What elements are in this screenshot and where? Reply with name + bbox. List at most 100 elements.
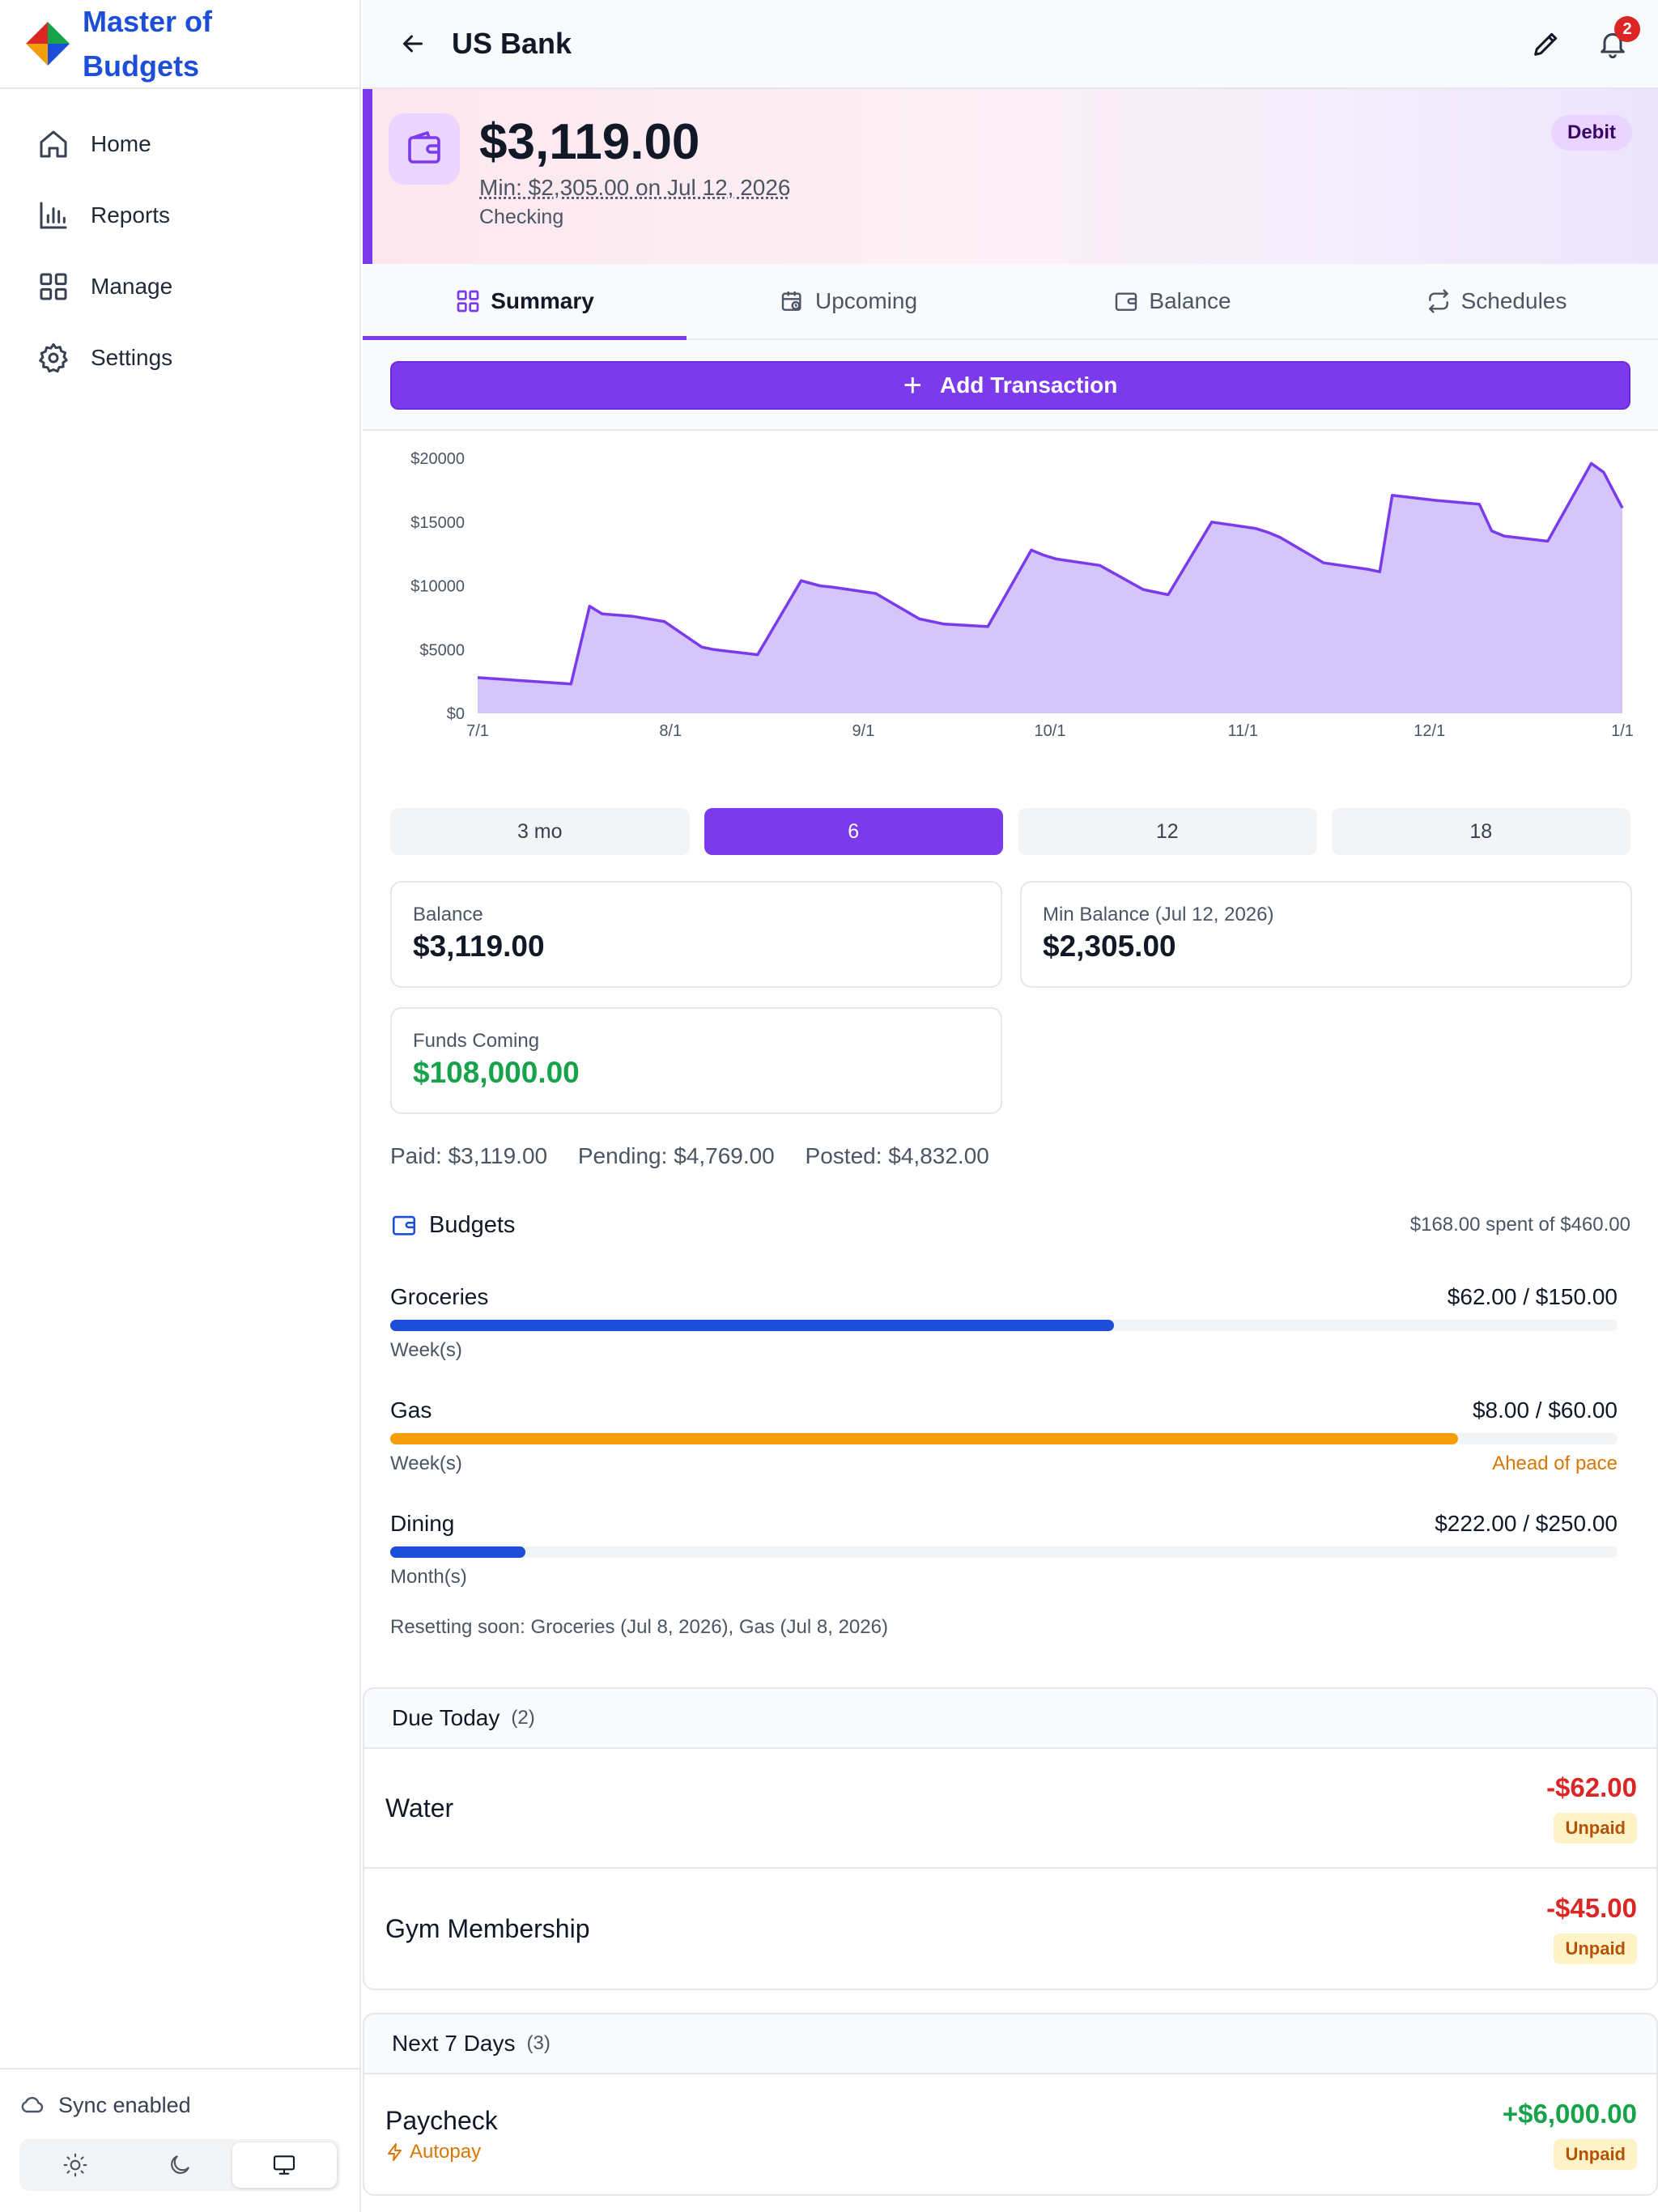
budget-amount: $8.00 / $60.00 bbox=[1472, 1397, 1618, 1423]
account-kind-badge: Debit bbox=[1551, 115, 1632, 151]
x-tick-label: 11/1 bbox=[1228, 722, 1258, 740]
sidebar: Master of Budgets Home Reports Manage Se… bbox=[0, 0, 361, 2212]
pending-total: Pending: $4,769.00 bbox=[577, 1143, 775, 1168]
tab-label: Upcoming bbox=[814, 288, 918, 313]
tab-upcoming[interactable]: Upcoming bbox=[687, 264, 1010, 338]
budget-amount: $222.00 / $250.00 bbox=[1435, 1511, 1618, 1536]
budget-item-gas[interactable]: Gas $8.00 / $60.00 Week(s) Ahead of pace bbox=[390, 1397, 1618, 1475]
grid-icon bbox=[457, 290, 479, 313]
due-today-header[interactable]: Due Today (2) bbox=[364, 1689, 1656, 1749]
home-icon bbox=[40, 130, 67, 158]
sidebar-item-reports[interactable]: Reports bbox=[0, 180, 359, 251]
app-logo-icon bbox=[26, 22, 70, 66]
back-arrow-icon[interactable] bbox=[398, 29, 427, 58]
edit-button[interactable] bbox=[1530, 28, 1562, 60]
series-line bbox=[477, 462, 1624, 686]
range-6-button[interactable]: 6 bbox=[704, 808, 1003, 855]
budget-progress-fill bbox=[390, 1433, 1458, 1444]
brand[interactable]: Master of Budgets bbox=[0, 0, 359, 89]
bar-chart-icon bbox=[40, 202, 67, 229]
budget-item-dining[interactable]: Dining $222.00 / $250.00 Month(s) bbox=[390, 1511, 1618, 1589]
account-summary-header: $3,119.00 Min: $2,305.00 on Jul 12, 2026… bbox=[363, 89, 1658, 264]
transaction-amount: +$6,000.00 bbox=[1502, 2099, 1637, 2129]
x-tick-label: 10/1 bbox=[1035, 722, 1066, 740]
gear-icon bbox=[39, 342, 68, 373]
range-3mo-button[interactable]: 3 mo bbox=[390, 808, 690, 855]
cloud-icon bbox=[21, 2096, 44, 2113]
transaction-row-gym-membership[interactable]: Gym Membership -$45.00 Unpaid bbox=[364, 1869, 1656, 1989]
budget-pace-note: Ahead of pace bbox=[1492, 1453, 1618, 1474]
range-12-button[interactable]: 12 bbox=[1018, 808, 1317, 855]
x-tick-label: 8/1 bbox=[659, 722, 682, 740]
tab-label: Balance bbox=[1149, 288, 1231, 313]
y-tick-label: $20000 bbox=[410, 450, 465, 468]
main-content: US Bank 2 $3,119.00 Min: $2,305.00 on Ju… bbox=[363, 0, 1658, 2212]
sidebar-item-label: Home bbox=[91, 131, 151, 156]
transaction-name: Water bbox=[385, 1793, 454, 1823]
transaction-row-water[interactable]: Water -$62.00 Unpaid bbox=[364, 1749, 1656, 1869]
monitor-icon bbox=[274, 2155, 295, 2175]
app-name: Master of Budgets bbox=[83, 5, 213, 83]
tab-schedules[interactable]: Schedules bbox=[1334, 264, 1658, 338]
funds-coming-value: $108,000.00 bbox=[413, 1056, 580, 1089]
grid-icon bbox=[40, 273, 67, 300]
budget-progress-fill bbox=[390, 1320, 1115, 1331]
tab-summary[interactable]: Summary bbox=[363, 264, 687, 340]
range-18-button[interactable]: 18 bbox=[1331, 808, 1630, 855]
repeat-icon bbox=[1428, 289, 1448, 313]
lightning-icon bbox=[388, 2142, 402, 2161]
theme-dark-button[interactable] bbox=[127, 2142, 232, 2188]
sidebar-item-home[interactable]: Home bbox=[0, 108, 359, 180]
y-tick-label: $5000 bbox=[419, 641, 465, 659]
budget-progress-track bbox=[390, 1433, 1618, 1444]
min-balance-card-value: $2,305.00 bbox=[1043, 929, 1176, 963]
budget-name: Groceries bbox=[390, 1284, 489, 1309]
budget-name: Gas bbox=[390, 1397, 432, 1423]
budget-name: Dining bbox=[390, 1511, 455, 1536]
group-title: Next 7 Days bbox=[392, 2031, 516, 2056]
y-tick-label: $0 bbox=[447, 705, 465, 723]
budgets-title: Budgets bbox=[429, 1211, 516, 1238]
due-today-group: Due Today (2) Water -$62.00 Unpaid Gym M… bbox=[363, 1687, 1658, 1990]
theme-toggle bbox=[19, 2139, 340, 2191]
budget-period: Month(s) bbox=[390, 1566, 467, 1588]
wallet-icon bbox=[408, 131, 440, 164]
notification-count-badge: 2 bbox=[1614, 16, 1640, 42]
theme-system-button[interactable] bbox=[232, 2142, 337, 2188]
budget-item-groceries[interactable]: Groceries $62.00 / $150.00 Week(s) bbox=[390, 1284, 1618, 1362]
group-count: (2) bbox=[511, 1707, 535, 1729]
y-tick-label: $15000 bbox=[410, 514, 465, 532]
transaction-amount: -$45.00 bbox=[1546, 1893, 1637, 1923]
account-balance: $3,119.00 bbox=[479, 114, 700, 170]
paid-total: Paid: $3,119.00 bbox=[390, 1143, 548, 1168]
page-title: US Bank bbox=[452, 27, 572, 60]
sidebar-item-manage[interactable]: Manage bbox=[0, 251, 359, 322]
sync-status: Sync enabled bbox=[19, 2092, 340, 2118]
budgets-spent-summary: $168.00 spent of $460.00 bbox=[1409, 1214, 1630, 1236]
funds-coming-card: Funds Coming $108,000.00 bbox=[390, 1007, 1002, 1114]
sidebar-item-label: Manage bbox=[91, 274, 173, 299]
transaction-row-paycheck[interactable]: Paycheck Autopay +$6,000.00 Unpaid bbox=[364, 2074, 1656, 2194]
add-transaction-label: Add Transaction bbox=[939, 372, 1118, 398]
sidebar-item-settings[interactable]: Settings bbox=[0, 322, 359, 393]
notifications-button[interactable]: 2 bbox=[1596, 16, 1640, 60]
min-balance-card: Min Balance (Jul 12, 2026) $2,305.00 bbox=[1020, 881, 1632, 988]
budget-progress-fill bbox=[390, 1546, 525, 1558]
budget-period: Week(s) bbox=[390, 1339, 462, 1361]
x-tick-label: 9/1 bbox=[852, 722, 875, 740]
add-transaction-button[interactable]: + Add Transaction bbox=[390, 361, 1630, 410]
account-min-balance[interactable]: Min: $2,305.00 on Jul 12, 2026 bbox=[479, 175, 791, 200]
tab-balance[interactable]: Balance bbox=[1010, 264, 1334, 338]
calendar-clock-icon bbox=[781, 291, 801, 311]
status-badge: Unpaid bbox=[1554, 1933, 1637, 1964]
x-tick-label: 12/1 bbox=[1414, 722, 1445, 740]
tab-label: Summary bbox=[491, 288, 594, 313]
theme-light-button[interactable] bbox=[23, 2142, 127, 2188]
sidebar-footer: Sync enabled bbox=[0, 2068, 359, 2212]
account-balance-block: $3,119.00 Min: $2,305.00 on Jul 12, 2026… bbox=[479, 113, 791, 264]
sync-label: Sync enabled bbox=[58, 2092, 191, 2117]
budget-progress-track bbox=[390, 1320, 1618, 1331]
add-transaction-bar: + Add Transaction bbox=[363, 340, 1658, 431]
next-7-days-header[interactable]: Next 7 Days (3) bbox=[364, 2014, 1656, 2074]
y-tick-label: $10000 bbox=[410, 578, 465, 596]
